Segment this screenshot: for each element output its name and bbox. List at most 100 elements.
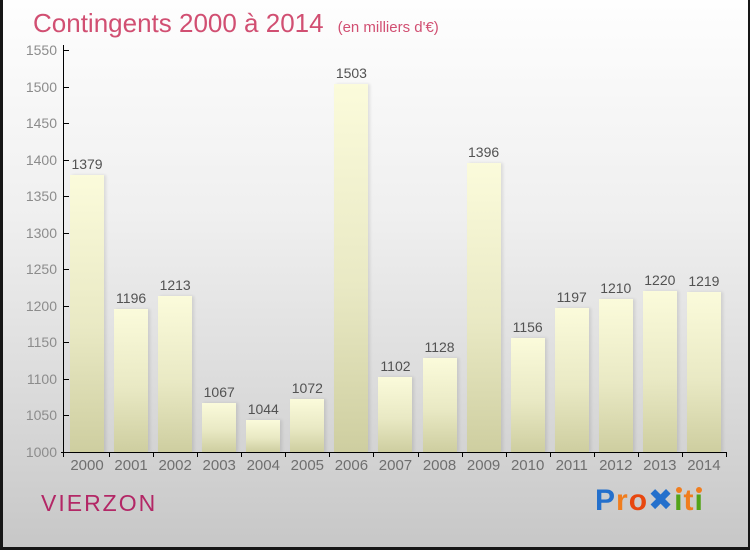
bar-slot: 1503 2006 xyxy=(329,50,375,474)
logo-letter: r xyxy=(616,484,629,517)
bar-slot: 1210 2012 xyxy=(594,50,639,474)
bar-2001 xyxy=(114,309,149,452)
bar-slot: 1102 2007 xyxy=(373,50,419,474)
bar-2003 xyxy=(202,403,237,452)
x-tick-mark xyxy=(681,452,683,457)
bar-value-label: 1220 xyxy=(644,272,676,288)
bar-2006 xyxy=(334,84,369,452)
x-tick-mark xyxy=(241,452,243,457)
x-tick-mark xyxy=(197,452,199,457)
x-tick-label: 2006 xyxy=(334,457,369,474)
y-tick-label: 1350 xyxy=(25,188,57,205)
bar-2008 xyxy=(422,358,457,452)
x-tick-mark xyxy=(373,452,375,457)
y-tick-mark xyxy=(64,232,69,234)
bar-2011 xyxy=(554,308,589,452)
x-axis-line xyxy=(61,452,726,453)
bar-value-label: 1197 xyxy=(556,289,587,305)
bar-slot: 1219 2014 xyxy=(682,50,727,474)
logo-i-dot xyxy=(675,487,682,493)
bar-2000 xyxy=(70,175,105,452)
x-tick-mark xyxy=(417,452,419,457)
x-tick-label: 2002 xyxy=(158,457,192,474)
bar-slot: 1379 2000 xyxy=(65,50,111,474)
x-tick-mark xyxy=(549,452,551,457)
x-tick-label: 2009 xyxy=(466,457,501,474)
y-tick-label: 1100 xyxy=(26,370,57,387)
bars-row: 1379 2000 1196 2001 1213 2002 1067 2003 1044 2004… xyxy=(65,50,727,474)
bar-value-label: 1396 xyxy=(468,144,500,160)
y-tick-label: 1450 xyxy=(25,115,57,132)
bar-2013 xyxy=(642,291,677,452)
bar-value-label: 1128 xyxy=(424,339,455,355)
logo-letter: ✖ xyxy=(648,484,675,517)
x-tick-label: 2010 xyxy=(510,457,545,474)
bar-value-label: 1044 xyxy=(247,401,279,417)
x-tick-label: 2003 xyxy=(202,457,236,474)
x-tick-label: 2007 xyxy=(378,457,413,474)
y-tick-mark xyxy=(64,452,69,453)
x-tick-label: 2008 xyxy=(422,457,457,474)
bar-2004 xyxy=(246,420,281,452)
y-tick-mark xyxy=(64,378,69,380)
bar-slot: 1220 2013 xyxy=(638,50,683,474)
logo-letter: P xyxy=(595,484,617,517)
bar-value-label: 1213 xyxy=(159,277,191,293)
y-tick-mark xyxy=(64,305,69,307)
bar-slot: 1067 2003 xyxy=(197,50,243,474)
y-tick-mark xyxy=(64,415,69,417)
chart-subtitle: (en milliers d'€) xyxy=(337,19,439,36)
y-tick-label: 1000 xyxy=(25,444,57,460)
bar-value-label: 1196 xyxy=(116,290,147,306)
x-tick-label: 2013 xyxy=(643,457,677,474)
x-tick-label: 2001 xyxy=(114,457,148,474)
x-tick-label: 2004 xyxy=(246,457,280,474)
bar-2005 xyxy=(290,399,325,452)
x-tick-mark xyxy=(285,452,287,457)
logo-letter: t xyxy=(683,484,695,517)
x-tick-mark xyxy=(505,452,507,457)
bar-slot: 1197 2011 xyxy=(550,50,595,474)
bar-value-label: 1072 xyxy=(291,380,323,396)
x-tick-label: 2011 xyxy=(555,457,588,474)
x-tick-label: 2000 xyxy=(70,457,104,474)
y-tick-mark xyxy=(64,50,69,51)
y-tick-label: 1300 xyxy=(25,224,57,241)
y-tick-label: 1400 xyxy=(25,151,57,168)
y-axis-line xyxy=(63,45,64,457)
x-tick-mark xyxy=(593,452,595,457)
bar-slot: 1213 2002 xyxy=(153,50,199,474)
x-tick-mark xyxy=(329,452,331,457)
logo-i-dot xyxy=(696,487,703,493)
bar-value-label: 1156 xyxy=(512,319,543,335)
y-tick-label: 1550 xyxy=(25,42,57,58)
bar-slot: 1128 2008 xyxy=(418,50,463,474)
logo-letter: ı xyxy=(674,484,684,517)
y-tick-label: 1150 xyxy=(26,334,57,351)
y-tick-mark xyxy=(64,342,69,344)
x-tick-mark xyxy=(461,452,463,457)
y-tick-label: 1250 xyxy=(25,261,57,278)
bar-2002 xyxy=(158,296,193,452)
y-tick-label: 1050 xyxy=(25,407,57,424)
y-tick-mark xyxy=(64,269,69,271)
x-tick-mark xyxy=(637,452,639,457)
y-tick-mark xyxy=(64,159,69,161)
x-tick-label: 2005 xyxy=(290,457,325,474)
x-tick-mark xyxy=(725,452,727,457)
bar-value-label: 1503 xyxy=(335,65,367,81)
y-tick-label: 1200 xyxy=(25,297,57,314)
bar-value-label: 1379 xyxy=(71,156,103,172)
x-tick-label: 2014 xyxy=(687,457,721,474)
chart-header: Contingents 2000 à 2014 (en milliers d'€… xyxy=(33,8,439,39)
bar-slot: 1044 2004 xyxy=(241,50,287,474)
x-tick-label: 2012 xyxy=(599,457,633,474)
bar-slot: 1196 2001 xyxy=(109,50,155,474)
bar-value-label: 1067 xyxy=(203,384,235,400)
bar-2010 xyxy=(510,338,545,452)
bar-value-label: 1210 xyxy=(600,280,632,296)
y-tick-mark xyxy=(64,123,69,125)
x-tick-mark xyxy=(109,452,111,457)
